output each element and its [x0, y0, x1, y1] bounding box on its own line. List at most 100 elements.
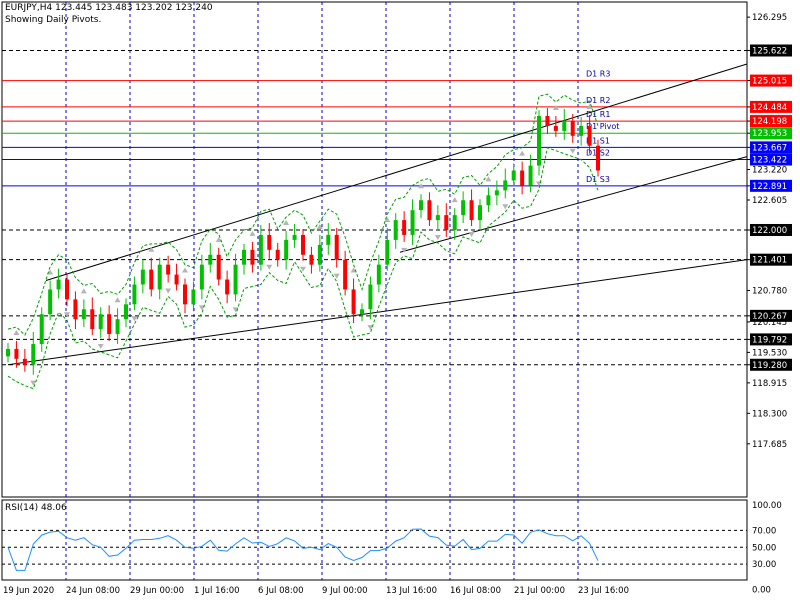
- bear-candle: [267, 234, 272, 250]
- fractal-up-marker: [114, 297, 121, 303]
- fractal-up-marker: [519, 150, 526, 156]
- price-tick-label: 119.280: [752, 361, 787, 371]
- bear-candle: [444, 215, 449, 230]
- fractal-up-marker: [182, 267, 188, 273]
- bull-candle: [326, 234, 331, 245]
- price-tick-label: 125.622: [752, 47, 787, 57]
- fractal-up-marker: [451, 197, 458, 203]
- price-tick-label: 124.198: [752, 117, 787, 127]
- bull-candle: [486, 195, 491, 206]
- fractal-down-marker: [300, 266, 306, 272]
- bull-candle: [385, 239, 390, 265]
- bull-candle: [81, 309, 86, 320]
- fractal-down-marker: [569, 148, 576, 154]
- fractal-down-marker: [502, 204, 509, 210]
- time-axis-label: 16 Jul 08:00: [450, 586, 501, 596]
- fractal-up-marker: [80, 288, 87, 294]
- bear-candle: [520, 170, 525, 186]
- bear-candle: [149, 269, 154, 290]
- bull-candle: [360, 309, 364, 315]
- rsi-line: [7, 528, 599, 571]
- price-tick-label: 123.220: [752, 166, 787, 176]
- time-axis-label: 9 Jul 00:00: [322, 586, 368, 596]
- time-axis-label: 13 Jul 16:00: [386, 586, 437, 596]
- fractal-up-marker: [418, 183, 424, 189]
- pivot-label: D1 Pivot: [586, 122, 619, 131]
- bull-candle: [478, 205, 482, 221]
- rsi-tick-label: 30.00: [752, 560, 776, 570]
- bull-candle: [48, 289, 53, 315]
- price-tick-label: 120.780: [752, 286, 787, 296]
- price-tag-box: [750, 153, 792, 166]
- bear-candle: [343, 259, 348, 290]
- fractal-down-marker: [165, 288, 172, 294]
- fractal-up-marker: [552, 105, 559, 111]
- pivot-label: D1 R1: [586, 110, 610, 119]
- bear-candle: [183, 284, 187, 305]
- bull-candle: [376, 264, 381, 285]
- bear-candle: [216, 254, 221, 280]
- bull-candle: [452, 215, 457, 230]
- bear-candle: [553, 125, 558, 131]
- bear-candle: [587, 125, 592, 146]
- pivot-label: D1 S3: [586, 175, 610, 184]
- price-tick-label: 117.685: [752, 440, 787, 450]
- bull-candle: [258, 234, 263, 265]
- price-tick-label: 120.145: [752, 318, 787, 328]
- bull-candle: [562, 120, 567, 131]
- price-tag-box: [750, 358, 792, 371]
- trendline: [399, 156, 748, 253]
- price-tick-label: 126.295: [752, 13, 787, 23]
- bull-candle: [6, 348, 10, 357]
- bear-candle: [90, 309, 95, 330]
- bull-candle: [537, 116, 541, 166]
- bull-candle: [98, 314, 103, 330]
- price-tag-box: [750, 253, 792, 266]
- bear-candle: [14, 348, 19, 359]
- bull-candle: [410, 210, 415, 235]
- bull-candle: [579, 125, 584, 136]
- pivot-label: D1 R3: [586, 70, 610, 79]
- bull-candle: [284, 239, 289, 260]
- bear-candle: [570, 120, 575, 136]
- fractal-down-marker: [401, 247, 408, 253]
- time-axis-label: 6 Jul 08:00: [258, 586, 304, 596]
- bull-candle: [368, 284, 373, 310]
- bear-candle: [334, 234, 339, 260]
- fractal-down-marker: [468, 232, 475, 238]
- price-tick-label: 118.915: [752, 379, 787, 389]
- time-axis-label: 24 Jun 08:00: [66, 586, 120, 596]
- bull-candle: [292, 234, 297, 240]
- bull-candle: [115, 319, 120, 335]
- fractal-up-marker: [215, 236, 222, 242]
- bear-candle: [351, 289, 356, 315]
- fractal-up-marker: [350, 267, 357, 273]
- fractal-up-marker: [586, 104, 593, 110]
- bull-candle: [419, 200, 423, 211]
- fractal-down-marker: [30, 380, 37, 386]
- bull-candle: [461, 200, 466, 216]
- bear-candle: [225, 279, 230, 295]
- rsi-label: RSI(14) 48.06: [5, 503, 67, 513]
- price-tag-box: [750, 127, 792, 140]
- bear-candle: [22, 358, 27, 365]
- lower-band: [7, 147, 599, 390]
- bear-candle: [107, 314, 112, 335]
- bear-candle: [275, 249, 280, 260]
- bull-candle: [317, 244, 322, 265]
- bull-candle: [208, 254, 213, 265]
- bull-candle: [242, 249, 246, 265]
- trendline: [45, 63, 748, 282]
- price-tag-box: [750, 141, 792, 154]
- bull-candle: [140, 269, 145, 285]
- fractal-up-marker: [47, 269, 54, 275]
- bull-candle: [56, 279, 61, 290]
- time-axis-label: 21 Jul 00:00: [514, 586, 565, 596]
- bear-candle: [309, 254, 314, 265]
- fractal-down-marker: [131, 316, 138, 322]
- rsi-tick-label: 100.00: [752, 501, 782, 511]
- bull-candle: [31, 343, 36, 365]
- bear-candle: [545, 116, 550, 126]
- bull-candle: [393, 220, 398, 240]
- rsi-tick-label: 0.00: [752, 585, 771, 595]
